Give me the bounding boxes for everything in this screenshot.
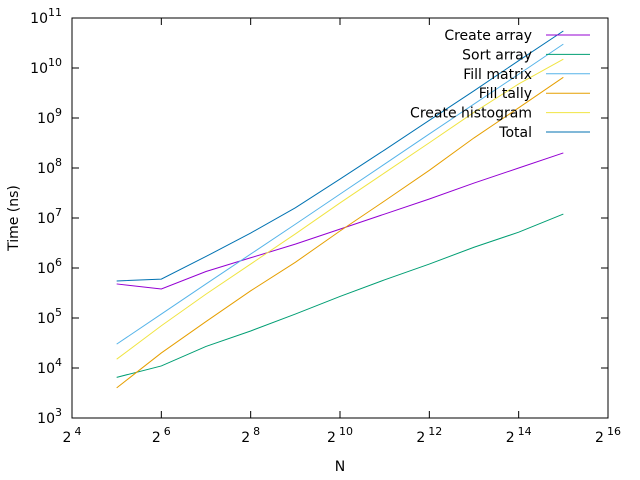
x-tick-exponent: 16 xyxy=(607,425,621,438)
x-tick-base: 2 xyxy=(63,430,72,446)
x-tick-exponent: 14 xyxy=(518,425,532,438)
legend-label: Create array xyxy=(444,28,532,44)
legend-label: Sort array xyxy=(462,47,532,63)
x-tick-base: 2 xyxy=(152,430,161,446)
x-tick-label: 2 16 xyxy=(595,425,621,446)
y-tick-label: 107 xyxy=(37,206,62,227)
legend-label: Create histogram xyxy=(410,106,532,122)
x-tick-label: 2 10 xyxy=(327,425,353,446)
legend-label: Fill matrix xyxy=(463,67,532,83)
y-tick-base: 10 xyxy=(37,211,55,227)
series-layer xyxy=(116,30,564,389)
x-tick-exponent: 10 xyxy=(339,425,353,438)
y-tick-exponent: 7 xyxy=(55,206,62,219)
legend-label: Fill tally xyxy=(479,86,532,102)
y-tick-label: 106 xyxy=(37,256,62,277)
y-tick-exponent: 3 xyxy=(55,406,62,419)
y-tick-base: 10 xyxy=(37,311,55,327)
y-tick-base: 10 xyxy=(37,361,55,377)
series-line-sort-array xyxy=(116,213,564,378)
y-tick-label: 1010 xyxy=(30,56,62,77)
x-axis-label: N xyxy=(335,459,345,475)
y-tick-base: 10 xyxy=(30,11,48,27)
ticks-layer: 2 4 2 6 2 8 2 10 2 12 2 14 2 161031041051061071081091… xyxy=(30,6,621,446)
y-tick-exponent: 9 xyxy=(55,106,62,119)
series-line-fill-tally xyxy=(116,76,564,389)
x-tick-base: 2 xyxy=(595,430,604,446)
x-tick-base: 2 xyxy=(327,430,336,446)
y-tick-label: 109 xyxy=(37,106,62,127)
y-tick-exponent: 6 xyxy=(55,256,62,269)
series-line-create-histogram xyxy=(116,58,564,360)
x-tick-base: 2 xyxy=(241,430,250,446)
y-tick-exponent: 4 xyxy=(55,356,62,369)
x-tick-exponent: 4 xyxy=(74,425,81,438)
x-tick-exponent: 6 xyxy=(164,425,171,438)
y-tick-label: 108 xyxy=(37,156,62,177)
x-tick-label: 2 12 xyxy=(416,425,442,446)
y-tick-exponent: 10 xyxy=(48,56,62,69)
y-tick-base: 10 xyxy=(30,61,48,77)
series-line-create-array xyxy=(116,152,564,290)
y-tick-base: 10 xyxy=(37,161,55,177)
x-tick-base: 2 xyxy=(416,430,425,446)
y-tick-label: 1011 xyxy=(30,6,62,27)
series-line-fill-matrix xyxy=(116,43,564,345)
y-tick-label: 104 xyxy=(37,356,62,377)
y-tick-base: 10 xyxy=(37,261,55,277)
y-tick-base: 10 xyxy=(37,111,55,127)
y-tick-exponent: 8 xyxy=(55,156,62,169)
x-tick-base: 2 xyxy=(506,430,515,446)
x-tick-exponent: 12 xyxy=(428,425,442,438)
y-tick-label: 103 xyxy=(37,406,62,427)
legend-label: Total xyxy=(498,125,532,141)
y-tick-label: 105 xyxy=(37,306,62,327)
y-tick-base: 10 xyxy=(37,411,55,427)
y-axis-label: Time (ns) xyxy=(6,185,22,252)
y-tick-exponent: 11 xyxy=(48,6,62,19)
x-tick-label: 2 14 xyxy=(506,425,532,446)
legend: Create array Sort array Fill matrix Fill ta… xyxy=(410,28,590,141)
x-tick-exponent: 8 xyxy=(253,425,260,438)
y-tick-exponent: 5 xyxy=(55,306,62,319)
series-line-total xyxy=(116,30,564,282)
